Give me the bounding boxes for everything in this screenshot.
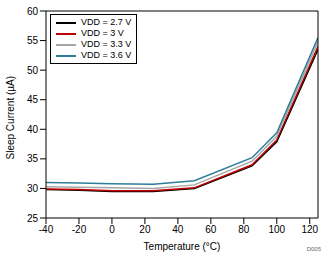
svg-text:25: 25	[27, 213, 39, 224]
svg-text:30: 30	[27, 183, 39, 194]
svg-text:80: 80	[238, 224, 250, 235]
html-text:VDD = 3 V: VDD = 3 V	[81, 28, 124, 38]
svg-text:40: 40	[172, 224, 184, 235]
svg-text:100: 100	[268, 224, 285, 235]
svg-text:50: 50	[27, 65, 39, 76]
svg-text:60: 60	[205, 224, 217, 235]
svg-text:-40: -40	[39, 224, 54, 235]
svg-text:20: 20	[139, 224, 151, 235]
svg-text:Sleep Current (µA): Sleep Current (µA)	[8, 76, 16, 160]
html-text:VDD = 3.3 V: VDD = 3.3 V	[81, 39, 132, 49]
svg-text:55: 55	[27, 35, 39, 46]
svg-text:60: 60	[27, 6, 39, 17]
svg-text:0: 0	[109, 224, 115, 235]
svg-text:-20: -20	[72, 224, 87, 235]
svg-text:Temperature (°C): Temperature (°C)	[144, 241, 221, 252]
html-text:VDD = 2.7 V: VDD = 2.7 V	[81, 17, 132, 27]
html-text:D005: D005	[306, 246, 321, 252]
svg-text:120: 120	[301, 224, 317, 235]
svg-text:35: 35	[27, 153, 39, 164]
svg-text:45: 45	[27, 94, 39, 105]
svg-text:40: 40	[27, 124, 39, 135]
html-text:VDD = 3.6 V: VDD = 3.6 V	[81, 50, 132, 60]
